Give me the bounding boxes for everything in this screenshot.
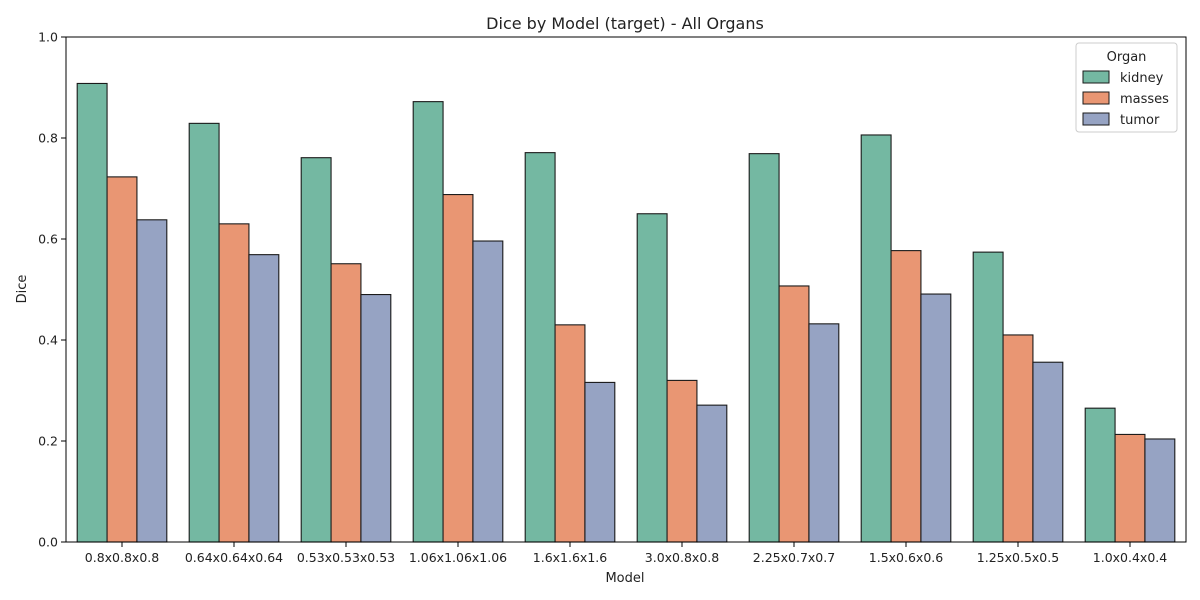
bar-masses-9 <box>1114 433 1146 543</box>
legend-swatch-tumor <box>1082 112 1110 126</box>
bar-masses-7 <box>890 250 922 543</box>
bar-tumor-1 <box>248 254 280 543</box>
y-axis-label: Dice <box>15 275 30 304</box>
chart-title: Dice by Model (target) - All Organs <box>486 14 764 33</box>
x-tick-label: 3.0x0.8x0.8 <box>645 550 719 565</box>
bar-kidney-1 <box>188 122 220 543</box>
bars-group <box>76 82 1176 543</box>
y-tick-label: 1.0 <box>38 30 58 45</box>
bar-tumor-2 <box>360 293 392 543</box>
bar-tumor-6 <box>808 323 840 543</box>
legend-title: Organ <box>1107 50 1147 65</box>
legend-label-masses: masses <box>1120 92 1169 107</box>
bar-tumor-5 <box>696 404 728 543</box>
x-tick-label: 1.25x0.5x0.5 <box>977 550 1059 565</box>
legend-swatch-masses <box>1082 91 1110 105</box>
y-tick-label: 0.2 <box>38 434 58 449</box>
bar-masses-5 <box>666 379 698 543</box>
x-tick-label: 1.0x0.4x0.4 <box>1093 550 1167 565</box>
bar-masses-1 <box>218 223 250 543</box>
bar-kidney-0 <box>76 82 108 543</box>
plot-frame <box>65 36 1187 543</box>
y-tick-label: 0.4 <box>38 333 58 348</box>
y-tick-label: 0.8 <box>38 131 58 146</box>
bar-kidney-5 <box>636 213 668 543</box>
x-tick-label: 2.25x0.7x0.7 <box>753 550 835 565</box>
bar-tumor-8 <box>1032 361 1064 543</box>
bar-masses-8 <box>1002 334 1034 543</box>
bar-tumor-0 <box>136 219 168 543</box>
legend: Organ kidney masses tumor <box>1075 42 1178 133</box>
bar-masses-6 <box>778 285 810 543</box>
bar-tumor-7 <box>920 293 952 543</box>
y-tick-label: 0.6 <box>38 232 58 247</box>
legend-label-tumor: tumor <box>1120 113 1160 128</box>
legend-label-kidney: kidney <box>1120 71 1164 86</box>
bar-tumor-3 <box>472 240 504 543</box>
bar-kidney-8 <box>972 251 1004 543</box>
bar-kidney-3 <box>412 101 444 543</box>
bar-kidney-2 <box>300 157 332 543</box>
bar-kidney-6 <box>748 153 780 543</box>
x-tick-label: 0.8x0.8x0.8 <box>85 550 159 565</box>
axes-group: 0.0 0.2 0.4 0.6 0.8 1.0 0.8x0.8x0.8 0.64x0.64x0… <box>38 30 1187 565</box>
x-tick-label: 1.5x0.6x0.6 <box>869 550 943 565</box>
legend-swatch-kidney <box>1082 70 1110 84</box>
y-tick-label: 0.0 <box>38 535 58 550</box>
bar-masses-0 <box>106 176 138 543</box>
legend-box <box>1075 42 1178 133</box>
bar-kidney-7 <box>860 134 892 543</box>
x-tick-label: 0.64x0.64x0.64 <box>185 550 283 565</box>
bar-tumor-4 <box>584 381 616 543</box>
x-tick-label: 0.53x0.53x0.53 <box>297 550 395 565</box>
bar-kidney-4 <box>524 152 556 543</box>
bar-masses-2 <box>330 263 362 543</box>
bar-masses-3 <box>442 194 474 543</box>
x-axis-label: Model <box>605 571 644 586</box>
x-tick-label: 1.6x1.6x1.6 <box>533 550 607 565</box>
bar-kidney-9 <box>1084 407 1116 543</box>
x-tick-label: 1.06x1.06x1.06 <box>409 550 507 565</box>
bar-tumor-9 <box>1144 438 1176 543</box>
bar-masses-4 <box>554 324 586 543</box>
